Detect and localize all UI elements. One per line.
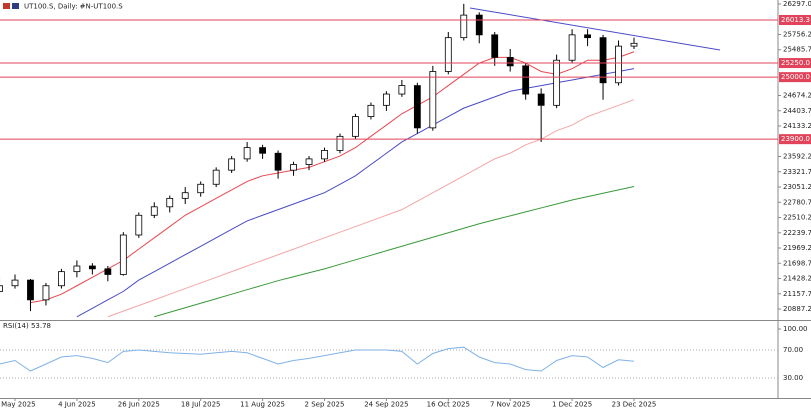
moving-average xyxy=(107,99,635,318)
y-tick-label: 22780.7 xyxy=(783,198,811,206)
candle-body xyxy=(119,234,127,275)
level-label: 26013.3 xyxy=(781,16,810,24)
candle-body xyxy=(197,183,205,194)
candle-body xyxy=(150,206,158,216)
candle-body xyxy=(429,71,437,129)
candle-body xyxy=(506,56,514,67)
y-tick-label: 21969.2 xyxy=(783,244,811,252)
level-label-box xyxy=(779,72,811,83)
candle-body xyxy=(382,93,390,106)
moving-average xyxy=(154,186,635,318)
level-label: 25250.0 xyxy=(781,59,810,67)
candle-body xyxy=(413,85,421,129)
y-tick-label: 24403.7 xyxy=(783,107,811,115)
candle-body xyxy=(553,59,561,106)
y-tick-label: 21698.7 xyxy=(783,259,811,267)
candle-body xyxy=(42,285,50,301)
candle-body xyxy=(228,158,236,171)
candle-body xyxy=(104,268,112,275)
candle-body xyxy=(460,14,468,39)
candle-body xyxy=(0,285,3,292)
y-tick-label: 21157.7 xyxy=(783,290,811,298)
candle-body xyxy=(73,265,81,273)
y-tick-label: 23592.2 xyxy=(783,153,811,161)
x-tick-label: 4 Jun 2025 xyxy=(58,401,96,409)
y-tick-label: 22239.7 xyxy=(783,229,811,237)
candle-body xyxy=(398,85,406,95)
candle-body xyxy=(212,169,220,185)
candle-body xyxy=(599,37,607,84)
level-label-box xyxy=(779,14,811,25)
candle-body xyxy=(568,34,576,61)
x-tick-label: 26 Jun 2025 xyxy=(118,401,160,409)
y-tick-label: 25756.2 xyxy=(783,30,811,38)
candle-body xyxy=(352,116,359,137)
x-tick-label: 23 Dec 2025 xyxy=(612,401,657,409)
x-tick-label: 11 Aug 2025 xyxy=(240,401,285,409)
x-tick-label: 1 Dec 2025 xyxy=(552,401,592,409)
x-tick-label: 7 Nov 2025 xyxy=(490,401,530,409)
icon xyxy=(12,3,19,9)
moving-average xyxy=(30,51,635,304)
rsi-label: RSI(14) 53.78 xyxy=(3,322,51,330)
y-tick-label: 23321.7 xyxy=(783,168,811,176)
candle-body xyxy=(475,14,483,36)
symbol-icons xyxy=(3,3,19,9)
candle-body xyxy=(181,192,189,199)
candle-body xyxy=(135,214,143,236)
y-tick-label: 22510.2 xyxy=(783,214,811,222)
candle-body xyxy=(11,279,19,287)
candle-body xyxy=(88,265,96,270)
x-tick-label: 18 Jul 2025 xyxy=(181,401,221,409)
y-tick-label: 26297.0 xyxy=(783,0,811,8)
y-tick-label: 24133.2 xyxy=(783,122,811,130)
level-label-box xyxy=(779,58,811,69)
icon xyxy=(3,3,10,9)
candle-body xyxy=(58,271,65,287)
candle-body xyxy=(274,152,282,171)
candle-body xyxy=(259,147,267,154)
x-tick-label: 2 Sep 2025 xyxy=(305,401,345,409)
rsi-tick-label: 100.00 xyxy=(783,325,808,333)
x-tick-label: 16 Oct 2025 xyxy=(427,401,470,409)
moving-average xyxy=(76,68,635,318)
rsi-tick-label: 70.00 xyxy=(783,346,803,354)
candle-body xyxy=(290,164,297,171)
candle-body xyxy=(305,158,313,165)
y-tick-label: 21428.2 xyxy=(783,275,811,283)
candle-body xyxy=(243,147,251,160)
candle-body xyxy=(630,42,638,47)
candle-body xyxy=(27,279,34,301)
level-label: 25000.0 xyxy=(781,73,810,81)
rsi-tick-label: 30.00 xyxy=(783,374,803,382)
candle-body xyxy=(522,65,530,95)
chart-title: UT100.S, Daily: #N-UT100.S xyxy=(24,3,123,11)
candle-body xyxy=(444,37,452,72)
rsi-line xyxy=(0,346,635,372)
candle-body xyxy=(166,197,174,208)
candle-body xyxy=(584,34,591,39)
candle-body xyxy=(336,135,344,151)
level-label: 23900.0 xyxy=(781,135,810,143)
x-tick-label: 24 Sep 2025 xyxy=(364,401,408,409)
candle-body xyxy=(321,150,328,160)
candle-body xyxy=(615,45,622,84)
candle-body xyxy=(491,34,499,58)
y-tick-label: 20887.2 xyxy=(783,305,811,313)
x-tick-label: 3 May 2025 xyxy=(0,401,36,409)
candle-body xyxy=(367,104,375,117)
y-tick-label: 23051.2 xyxy=(783,183,811,191)
candle-body xyxy=(537,93,545,106)
trendline xyxy=(469,7,721,51)
y-tick-label: 24674.2 xyxy=(783,92,811,100)
y-tick-label: 25485.7 xyxy=(783,46,811,54)
level-label-box xyxy=(779,134,811,145)
